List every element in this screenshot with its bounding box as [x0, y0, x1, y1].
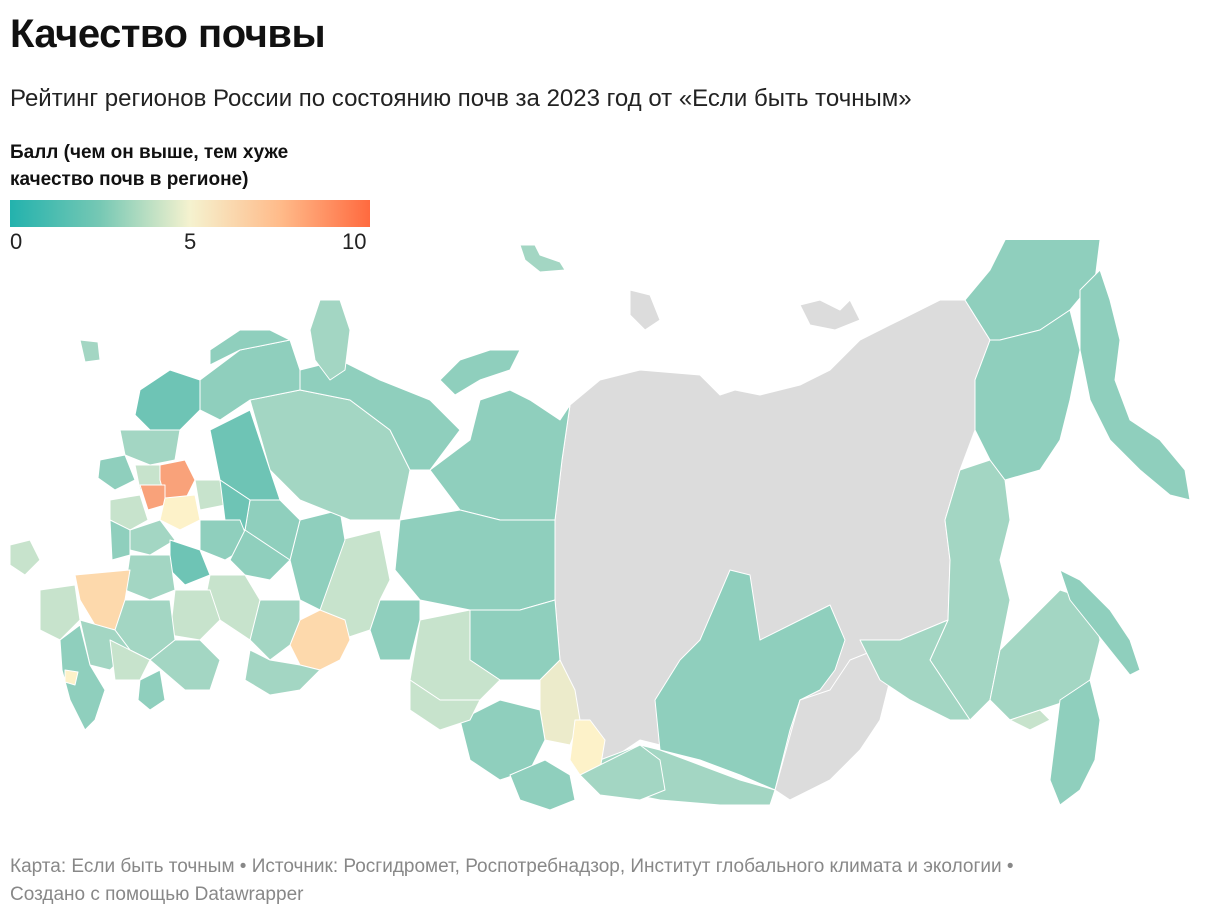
region-krasnodar[interactable]: [39, 584, 81, 641]
region-kamchatka[interactable]: [1079, 269, 1191, 501]
region-tatarstan[interactable]: [229, 529, 291, 581]
region-kalmykia[interactable]: [109, 639, 151, 681]
region-yamal[interactable]: [429, 389, 571, 521]
region-altai-krai[interactable]: [459, 699, 546, 781]
region-new-siberian-islands[interactable]: [799, 299, 861, 331]
region-omsk[interactable]: [409, 679, 481, 731]
region-moscow[interactable]: [159, 494, 201, 531]
region-karelia[interactable]: [134, 369, 201, 431]
region-orenburg[interactable]: [244, 649, 321, 696]
region-astrakhan[interactable]: [149, 639, 221, 691]
region-primorsky-south[interactable]: [1049, 679, 1101, 806]
region-crimea[interactable]: [9, 539, 41, 576]
russia-choropleth-map: [9, 240, 1191, 811]
region-novaya-zemlya[interactable]: [309, 299, 351, 381]
region-no-data-zabaykalsky[interactable]: [774, 649, 891, 801]
region-saratov[interactable]: [169, 589, 221, 641]
region-kaliningrad[interactable]: [79, 339, 101, 363]
region-voronezh[interactable]: [124, 554, 176, 601]
region-murmansk[interactable]: [209, 329, 291, 366]
legend-tick-max: 10: [342, 229, 367, 254]
region-leningrad[interactable]: [119, 429, 181, 466]
region-nenets[interactable]: [299, 359, 461, 471]
region-severnaya-zemlya[interactable]: [629, 289, 661, 331]
region-sakhalin[interactable]: [1059, 569, 1141, 676]
region-bryansk[interactable]: [109, 494, 149, 531]
region-khanty[interactable]: [394, 509, 556, 611]
region-adygea[interactable]: [64, 669, 79, 686]
legend-color-scale: [10, 200, 370, 227]
region-chelyabinsk[interactable]: [289, 609, 351, 671]
region-amur[interactable]: [859, 619, 971, 721]
region-taymyr[interactable]: [439, 349, 521, 396]
chart-subtitle: Рейтинг регионов России по состоянию поч…: [10, 85, 912, 112]
region-pskov[interactable]: [97, 454, 136, 491]
region-khabarovsk-north[interactable]: [974, 309, 1081, 481]
footer-source-line: Карта: Если быть точным • Источник: Росг…: [10, 856, 1014, 877]
region-irkutsk[interactable]: [654, 569, 846, 791]
region-jewish-ao[interactable]: [1009, 709, 1051, 731]
legend-tick-min: 0: [10, 229, 23, 254]
region-tuva[interactable]: [579, 744, 666, 801]
footer-credit-line: Создано с помощью Datawrapper: [10, 884, 304, 905]
region-dagestan[interactable]: [137, 669, 166, 711]
region-tomsk[interactable]: [469, 599, 561, 681]
legend-tick-mid: 5: [184, 229, 197, 254]
region-franz-josef[interactable]: [519, 244, 566, 273]
chart-footer: Карта: Если быть точным • Источник: Росг…: [10, 853, 1210, 909]
region-altai-rep[interactable]: [509, 759, 576, 811]
chart-title: Качество почвы: [10, 12, 326, 56]
legend-title: Балл (чем он выше, тем хуже качество поч…: [10, 142, 289, 190]
